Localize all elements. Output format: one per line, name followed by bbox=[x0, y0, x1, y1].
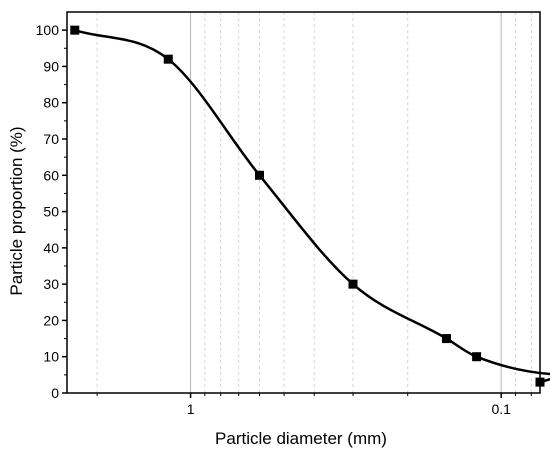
data-point bbox=[442, 334, 452, 344]
y-tick-label: 100 bbox=[36, 22, 60, 38]
x-tick-label: 1 bbox=[187, 401, 195, 417]
plot-frame bbox=[66, 11, 541, 394]
y-tick-label: 50 bbox=[43, 204, 59, 220]
data-point bbox=[472, 352, 482, 362]
y-tick-label: 20 bbox=[43, 312, 59, 328]
y-tick-label: 30 bbox=[43, 276, 59, 292]
y-tick-label: 0 bbox=[51, 385, 59, 401]
x-axis-ticks: 1 0.1 bbox=[96, 393, 532, 417]
x-axis-title: Particle diameter (mm) bbox=[215, 429, 387, 448]
y-axis-title: Particle proportion (%) bbox=[7, 126, 26, 295]
y-tick-label: 60 bbox=[43, 167, 59, 183]
marker-layer bbox=[70, 25, 545, 387]
series-line bbox=[74, 28, 550, 384]
x-tick-label: 0.1 bbox=[491, 401, 511, 417]
data-point bbox=[70, 25, 80, 35]
grid-layer bbox=[96, 12, 532, 393]
y-axis-ticks: 0 10 20 30 40 50 60 70 80 90 100 bbox=[36, 22, 67, 401]
data-point bbox=[255, 170, 265, 180]
curve-layer bbox=[74, 28, 550, 384]
y-tick-label: 70 bbox=[43, 131, 59, 147]
data-point bbox=[163, 54, 173, 64]
y-tick-label: 40 bbox=[43, 240, 59, 256]
y-tick-label: 10 bbox=[43, 349, 59, 365]
data-point bbox=[348, 279, 358, 289]
y-tick-label: 90 bbox=[43, 58, 59, 74]
y-tick-label: 80 bbox=[43, 95, 59, 111]
